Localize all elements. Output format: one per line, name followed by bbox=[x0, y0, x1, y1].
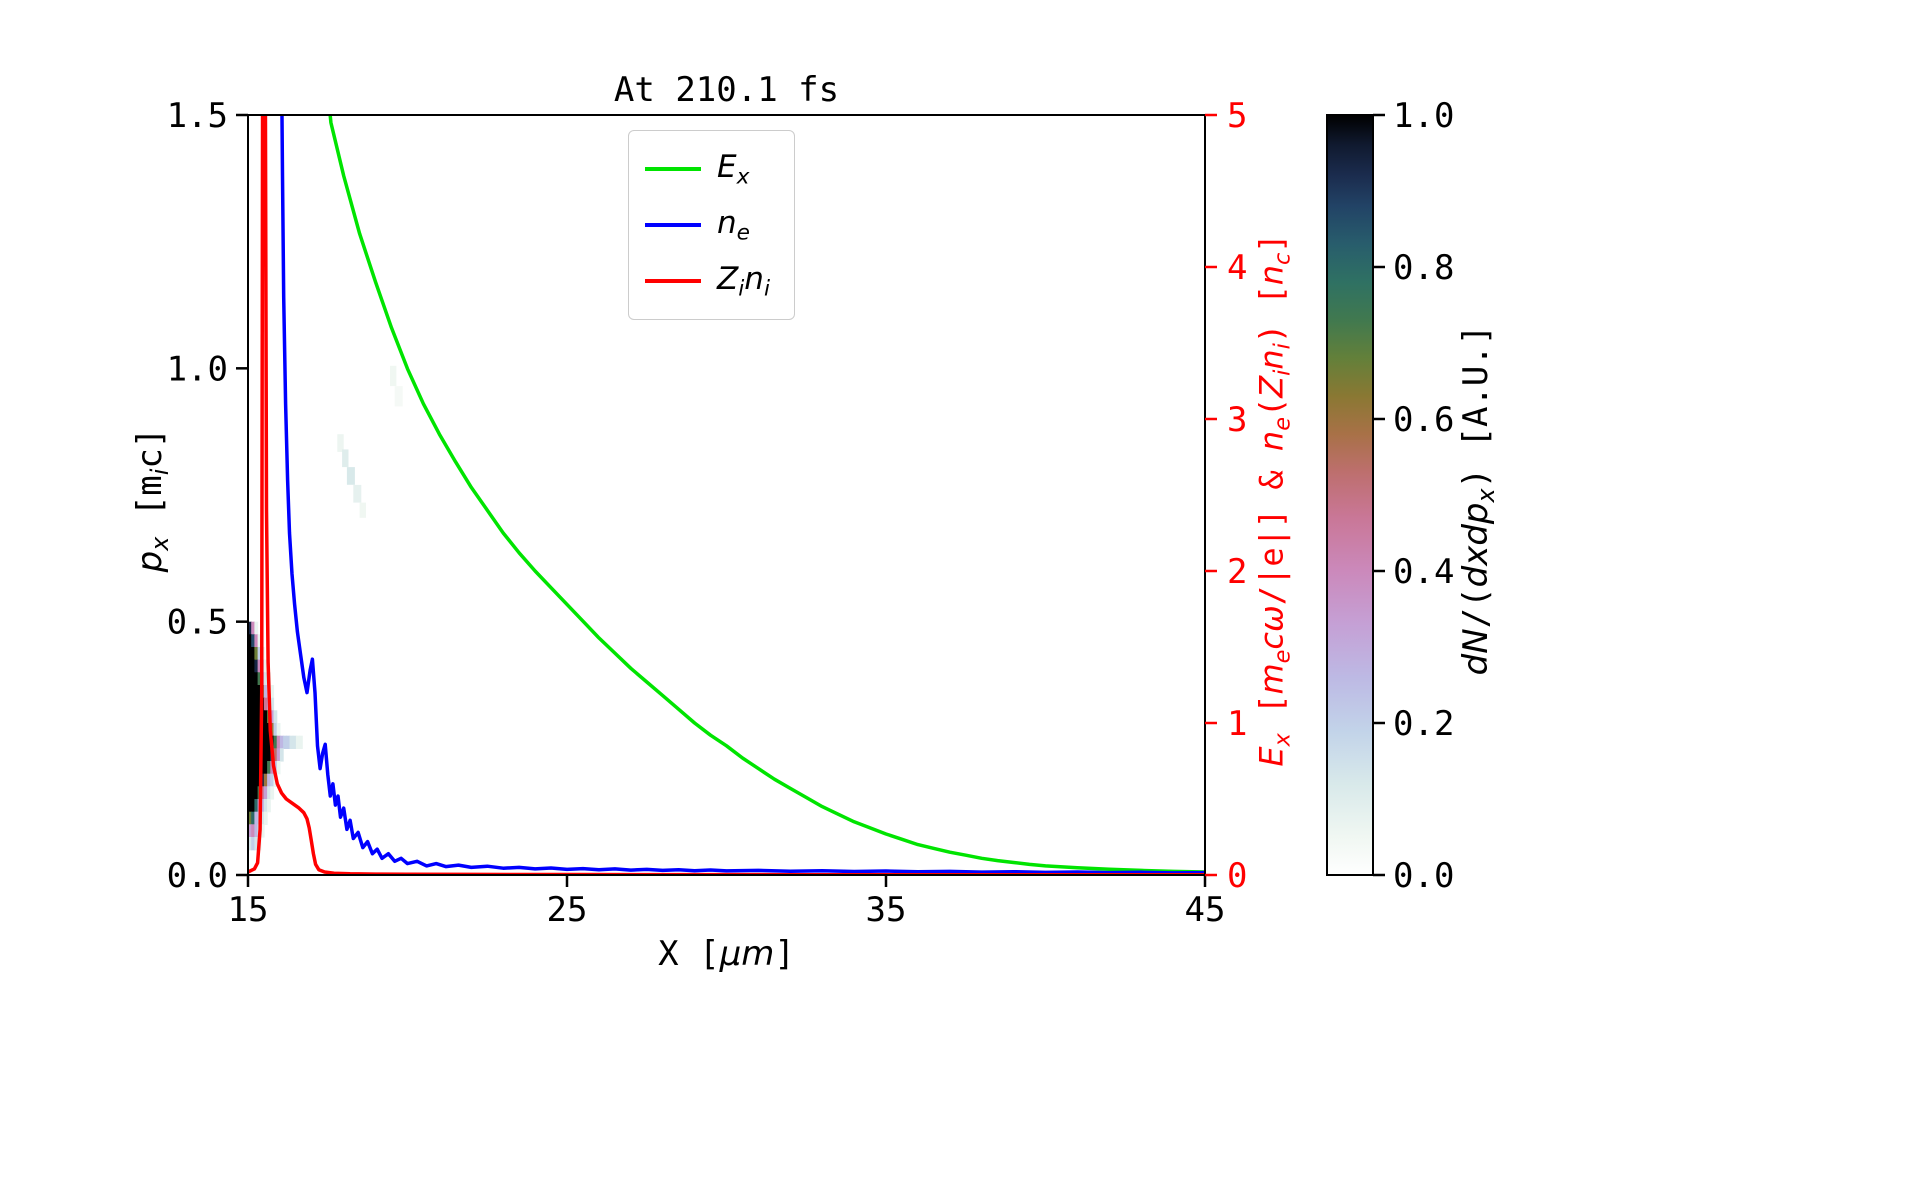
series-line-ne bbox=[280, 115, 1205, 875]
colorbar-tick-label: 0.0 bbox=[1393, 856, 1454, 896]
legend-line-Ex bbox=[645, 166, 701, 172]
legend-item-ne: ne bbox=[645, 197, 770, 253]
x-tick-label: 25 bbox=[547, 890, 588, 930]
y-left-tick-label: 1.5 bbox=[167, 96, 228, 136]
plot-title: At 210.1 fs bbox=[613, 70, 840, 110]
y-right-tick-label: 5 bbox=[1227, 96, 1247, 136]
colorbar-gradient bbox=[1327, 115, 1373, 875]
colorbar-tick-label: 1.0 bbox=[1393, 96, 1454, 136]
colorbar-tick-label: 0.2 bbox=[1393, 704, 1454, 744]
legend: Ex ne Zini bbox=[628, 130, 795, 320]
y-left-tick-label: 1.0 bbox=[167, 349, 228, 389]
legend-item-Ex: Ex bbox=[645, 141, 770, 197]
x-tick-label: 45 bbox=[1185, 890, 1226, 930]
legend-line-ne bbox=[645, 222, 701, 228]
colorbar-label: dN/(dxdpx) [A.U.] bbox=[1455, 324, 1501, 676]
legend-label-Zini: Zini bbox=[717, 260, 770, 302]
y-right-tick-label: 0 bbox=[1227, 856, 1247, 896]
y-right-tick-label: 2 bbox=[1227, 552, 1247, 592]
legend-label-Ex: Ex bbox=[717, 148, 750, 190]
colorbar-frame bbox=[1326, 114, 1374, 876]
colorbar-tick-label: 0.8 bbox=[1393, 248, 1454, 288]
x-tick-label: 15 bbox=[228, 890, 269, 930]
x-tick-label: 35 bbox=[866, 890, 907, 930]
y-right-tick-label: 1 bbox=[1227, 704, 1247, 744]
legend-line-Zini bbox=[645, 278, 701, 284]
y-right-tick-label: 3 bbox=[1227, 400, 1247, 440]
colorbar-tick-label: 0.6 bbox=[1393, 400, 1454, 440]
y-left-tick-label: 0.0 bbox=[167, 856, 228, 896]
y-axis-left-label: px [mic] bbox=[129, 427, 175, 573]
axes-frame bbox=[247, 114, 1206, 876]
y-right-tick-label: 4 bbox=[1227, 248, 1247, 288]
y-left-tick-label: 0.5 bbox=[167, 603, 228, 643]
legend-item-Zini: Zini bbox=[645, 253, 770, 309]
y-axis-right-label: Ex [mecω/|e|] & ne(Zini) [nc] bbox=[1252, 233, 1296, 767]
legend-label-ne: ne bbox=[717, 204, 750, 246]
x-axis-label: X [μm] bbox=[658, 934, 795, 974]
phase-space-heatmap bbox=[248, 365, 403, 851]
series-line-Ex bbox=[328, 115, 1205, 874]
colorbar-tick-label: 0.4 bbox=[1393, 552, 1454, 592]
